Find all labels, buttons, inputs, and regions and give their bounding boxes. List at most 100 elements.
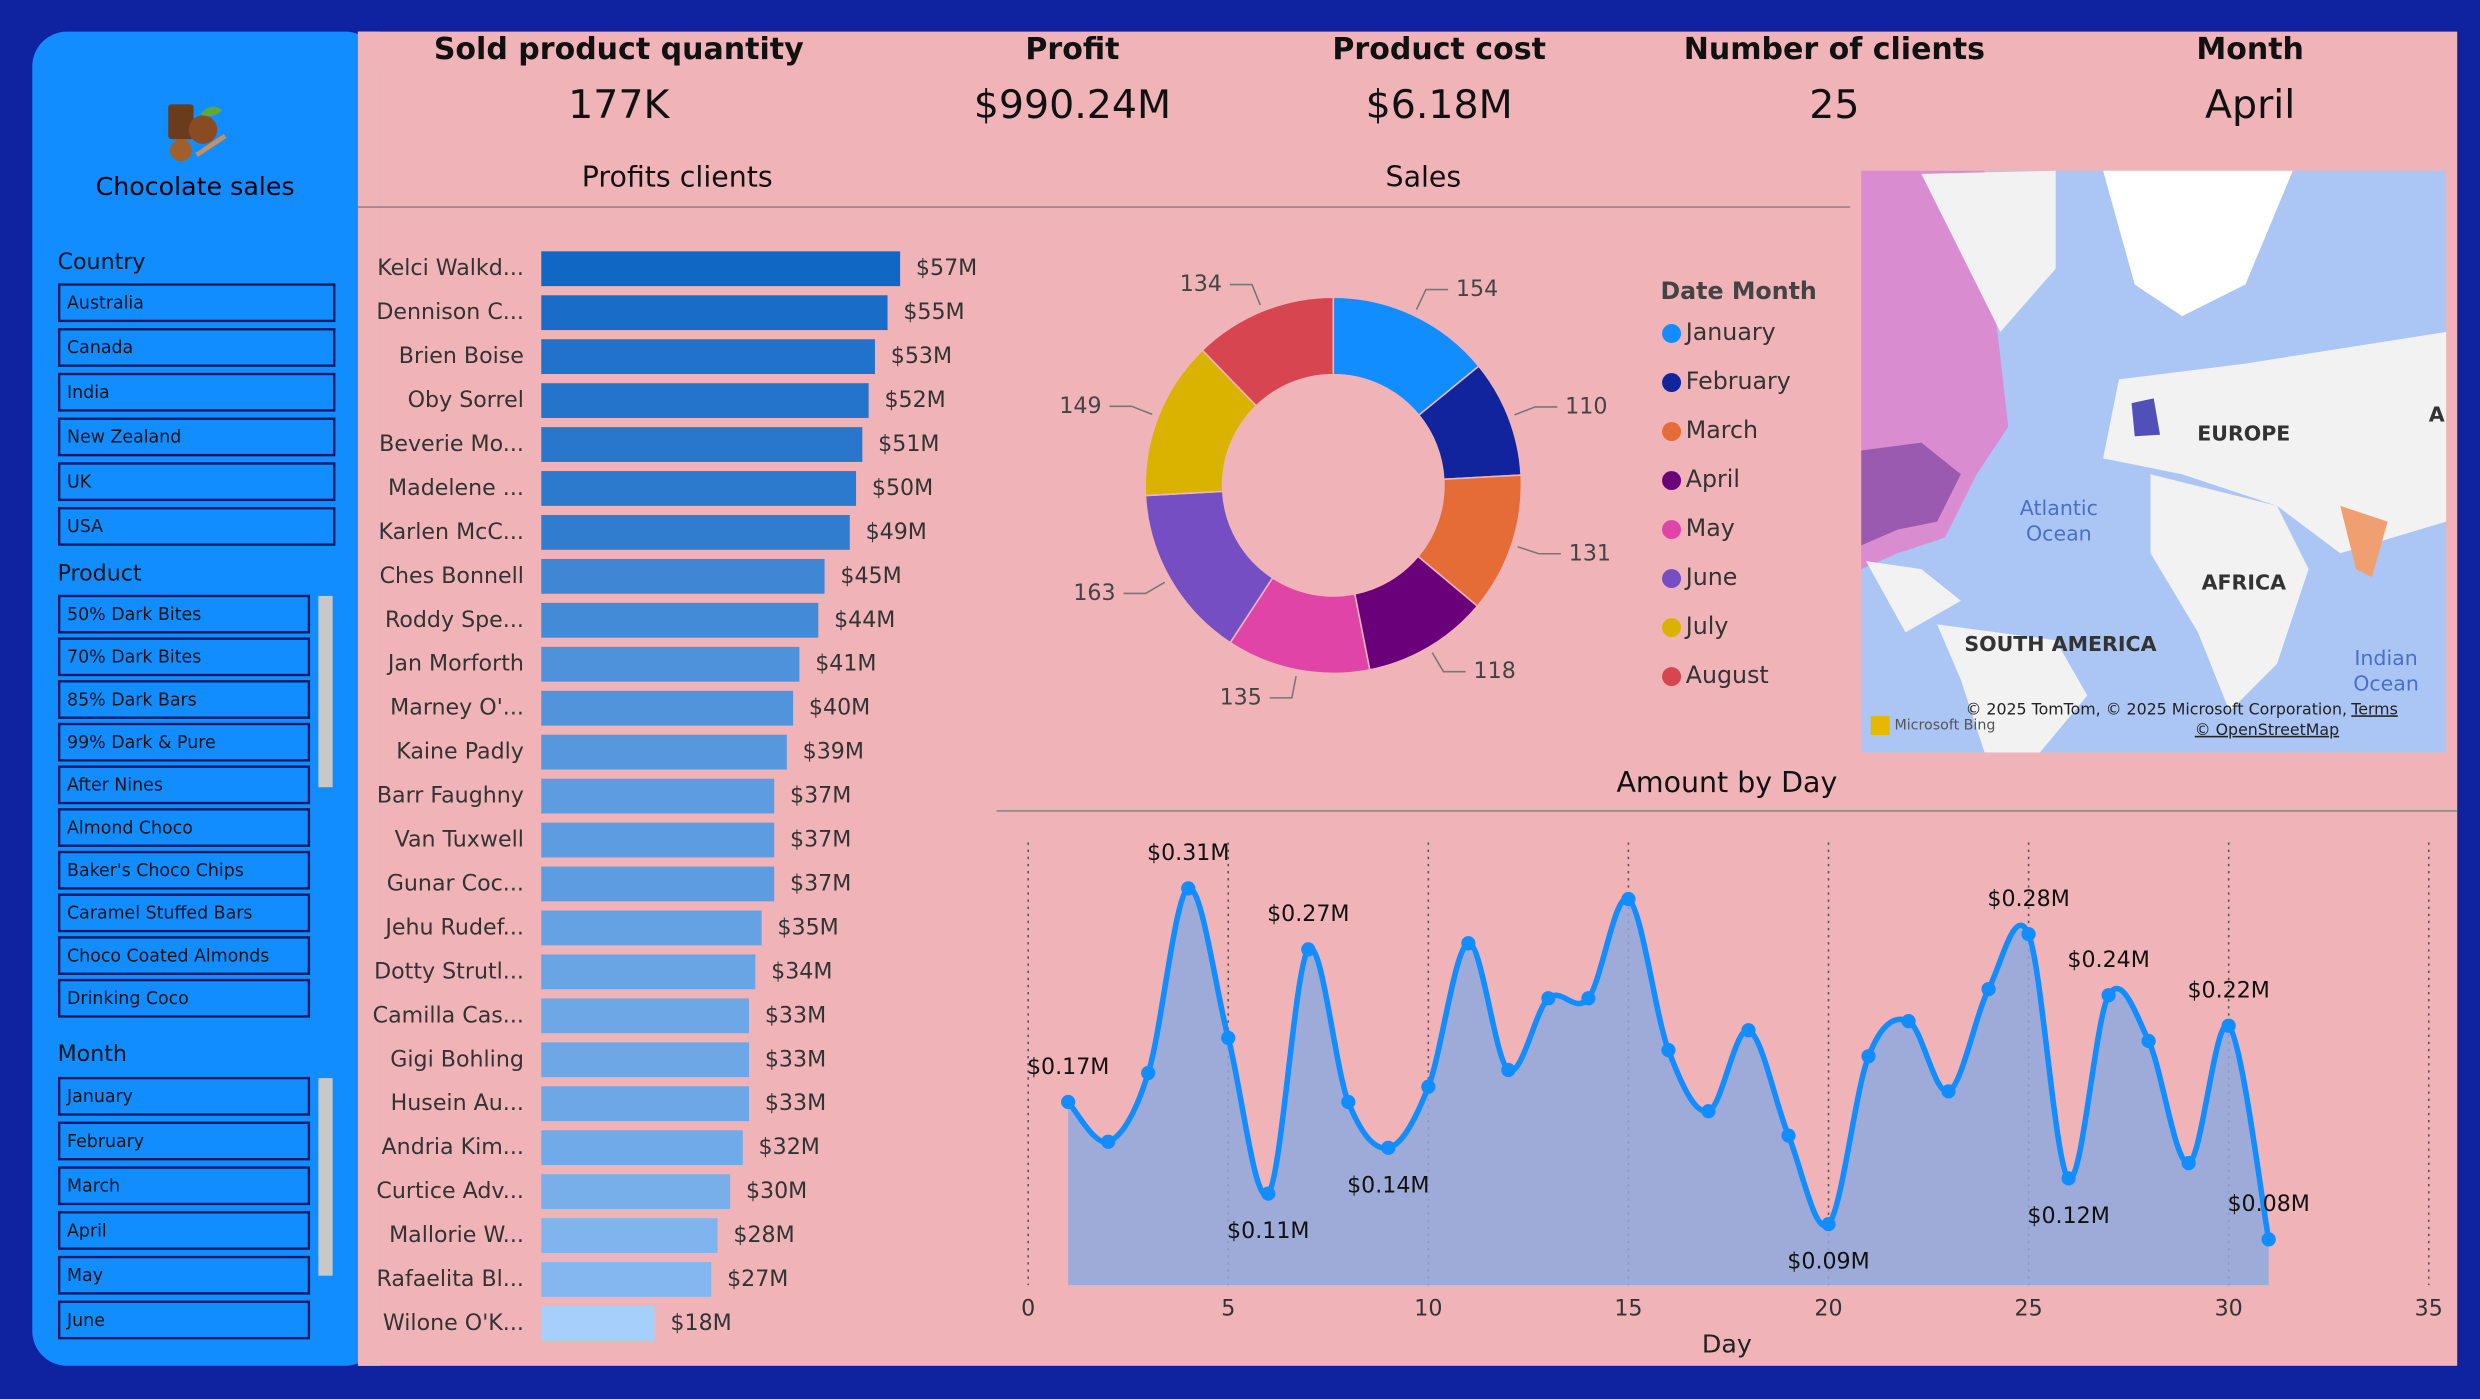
slicer-item-label[interactable]: India — [67, 383, 110, 403]
slicer-item-label[interactable]: UK — [67, 472, 92, 492]
slicer-item[interactable] — [57, 765, 311, 805]
bar — [541, 383, 869, 418]
data-label: $52M — [884, 387, 945, 413]
slicer-item-label[interactable]: January — [66, 1087, 133, 1107]
slicer-item[interactable] — [57, 462, 336, 502]
area — [1068, 888, 2269, 1286]
slicer-item-label[interactable]: April — [67, 1221, 107, 1241]
slicer-item-label[interactable]: 99% Dark & Pure — [67, 733, 216, 753]
data-label: 149 — [1059, 393, 1101, 419]
data-label: $30M — [746, 1178, 807, 1204]
slicer-item[interactable] — [57, 594, 311, 634]
leader-line — [1123, 581, 1166, 595]
slicer-item[interactable] — [57, 722, 311, 762]
y-tick-label: Rafaelita Bl... — [377, 1266, 524, 1292]
point — [1141, 1065, 1156, 1081]
kpi-label: Product cost — [1332, 32, 1546, 67]
y-tick-label: Gunar Coc... — [387, 870, 524, 896]
y-tick-label: Barr Faughny — [377, 783, 524, 809]
point — [1541, 991, 1556, 1006]
slicer-item[interactable] — [57, 328, 336, 367]
point — [2061, 1171, 2076, 1186]
slicer-item[interactable] — [57, 936, 311, 975]
point — [1301, 942, 1316, 957]
slicer-item-label[interactable]: 85% Dark Bars — [67, 690, 197, 710]
x-tick-label: 5 — [1221, 1295, 1235, 1321]
kpi-value: $990.24M — [974, 82, 1171, 128]
slicer-item-label[interactable]: Australia — [67, 294, 144, 314]
bar — [541, 602, 819, 638]
point — [1421, 1079, 1436, 1094]
point — [1901, 1014, 1916, 1029]
kpi-value: $6.18M — [1366, 82, 1513, 128]
bar — [541, 1130, 743, 1166]
slicer-item-label[interactable]: USA — [67, 517, 103, 537]
bar — [541, 1218, 718, 1253]
slicer-item[interactable] — [57, 372, 336, 412]
bar — [541, 998, 750, 1034]
slicer-item-label[interactable]: Canada — [67, 338, 133, 358]
slicer-item-label[interactable]: February — [67, 1132, 144, 1152]
slicer-item-label[interactable]: Almond Choco — [67, 818, 193, 838]
slicer-item-label[interactable]: New Zealand — [67, 428, 181, 448]
slicer-item-label[interactable]: Baker's Choco Chips — [67, 861, 244, 881]
x-tick-label: 25 — [2015, 1295, 2043, 1321]
slicer-item-label[interactable]: Choco Coated Almonds — [67, 946, 269, 966]
legend-label: May — [1686, 514, 1735, 542]
slicer-item[interactable] — [57, 1076, 311, 1116]
slicer-item[interactable] — [57, 1121, 311, 1161]
slicer-item[interactable] — [57, 978, 311, 1018]
data-label: $33M — [765, 1046, 826, 1072]
bar — [541, 1262, 712, 1297]
slicer-item[interactable] — [57, 850, 311, 890]
map-osm[interactable]: © OpenStreetMap — [2195, 720, 2339, 739]
slicer-item[interactable] — [57, 1166, 311, 1206]
slicer-item[interactable] — [57, 1211, 311, 1250]
map-terms[interactable]: Terms — [2350, 699, 2398, 718]
point — [2181, 1155, 2196, 1171]
slicer-item-label[interactable]: 50% Dark Bites — [67, 605, 201, 625]
chart-title: Amount by Day — [1616, 766, 1837, 799]
slicer-item-label[interactable]: March — [67, 1177, 120, 1197]
slicer-item[interactable] — [57, 1255, 311, 1295]
data-label: $0.22M — [2187, 977, 2269, 1003]
kpi-label: Month — [2196, 32, 2304, 67]
data-label: $55M — [903, 299, 964, 325]
map-label: A — [2429, 403, 2445, 427]
slicer-item-label[interactable]: After Nines — [67, 776, 163, 796]
slicer-item[interactable] — [57, 637, 311, 677]
data-label: $37M — [790, 827, 851, 853]
legend-marker — [1662, 618, 1682, 638]
slicer-item-label[interactable]: Drinking Coco — [67, 989, 189, 1009]
y-tick-label: Kelci Walkd... — [377, 255, 524, 281]
point — [1341, 1094, 1356, 1110]
leader-line — [1269, 676, 1297, 699]
slicer-item-label[interactable]: Caramel Stuffed Bars — [67, 904, 252, 924]
leader-line — [1517, 546, 1561, 555]
slicer-item[interactable] — [57, 417, 336, 457]
x-tick-label: 10 — [1414, 1295, 1442, 1321]
slicer-item[interactable] — [57, 507, 336, 546]
bar — [541, 1306, 655, 1341]
slicer-item-label[interactable]: June — [66, 1311, 105, 1331]
slicer-item-label[interactable]: May — [67, 1266, 103, 1286]
map-label: SOUTH AMERICA — [1964, 632, 2156, 656]
point — [1861, 1049, 1876, 1064]
leader-line — [1431, 652, 1466, 673]
legend-marker — [1662, 569, 1682, 589]
leader-line — [1514, 406, 1558, 416]
bar — [541, 910, 762, 946]
slicer-item[interactable] — [57, 893, 311, 933]
slicer-item-label[interactable]: 70% Dark Bites — [67, 648, 201, 668]
slicer-item[interactable] — [57, 1300, 311, 1340]
map-label: EUROPE — [2197, 422, 2290, 446]
slicer-item[interactable] — [57, 808, 311, 847]
x-axis-label: Day — [1702, 1329, 1752, 1358]
slicer-item[interactable] — [57, 283, 336, 323]
kpi-label: Profit — [1025, 32, 1119, 67]
data-label: $0.12M — [2027, 1203, 2109, 1229]
data-label: $0.08M — [2227, 1191, 2309, 1217]
slicer-item[interactable] — [57, 680, 311, 719]
scrollbar — [318, 595, 333, 788]
legend-label: July — [1684, 612, 1729, 640]
